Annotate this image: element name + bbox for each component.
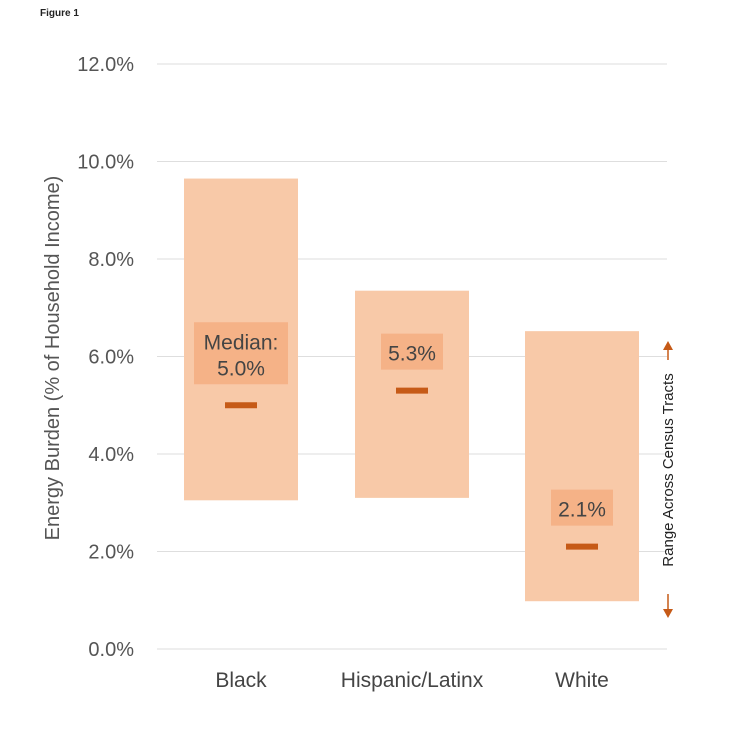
y-axis-label: Energy Burden (% of Household Income) (42, 176, 64, 541)
category-label: White (555, 669, 609, 692)
median-label: 5.0% (217, 357, 265, 380)
range-bar-hispanic-latinx (355, 290, 469, 498)
range-bar-white (525, 331, 639, 602)
range-bars: Median: 5.0% 5.3% 2.1% (184, 178, 639, 602)
y-tick-label: 12.0% (77, 54, 134, 76)
median-label: Median: (204, 331, 279, 354)
median-marker (225, 402, 257, 409)
y-tick-labels: 0.0% 2.0% 4.0% 6.0% 8.0% 10.0% 12.0% (77, 54, 134, 661)
arrow-down-icon (663, 609, 673, 618)
y-tick-label: 10.0% (77, 152, 134, 174)
category-label: Hispanic/Latinx (341, 669, 484, 692)
arrow-up-icon (663, 341, 673, 350)
y-tick-label: 0.0% (88, 639, 134, 661)
median-label-box (194, 322, 288, 385)
category-labels: Black Hispanic/Latinx White (215, 669, 609, 692)
range-annotation: Range Across Census Tracts (660, 341, 677, 618)
y-tick-label: 6.0% (88, 347, 134, 369)
median-label-box (551, 489, 613, 526)
median-marker (566, 543, 598, 550)
y-tick-label: 2.0% (88, 542, 134, 564)
y-tick-label: 8.0% (88, 249, 134, 271)
range-annotation-label: Range Across Census Tracts (660, 373, 677, 566)
median-label-box (381, 333, 443, 370)
y-tick-label: 4.0% (88, 444, 134, 466)
median-label: 5.3% (388, 343, 436, 366)
figure-label: Figure 1 (40, 8, 79, 19)
category-label: Black (215, 669, 267, 692)
median-label: 2.1% (558, 499, 606, 522)
median-marker (396, 387, 428, 394)
